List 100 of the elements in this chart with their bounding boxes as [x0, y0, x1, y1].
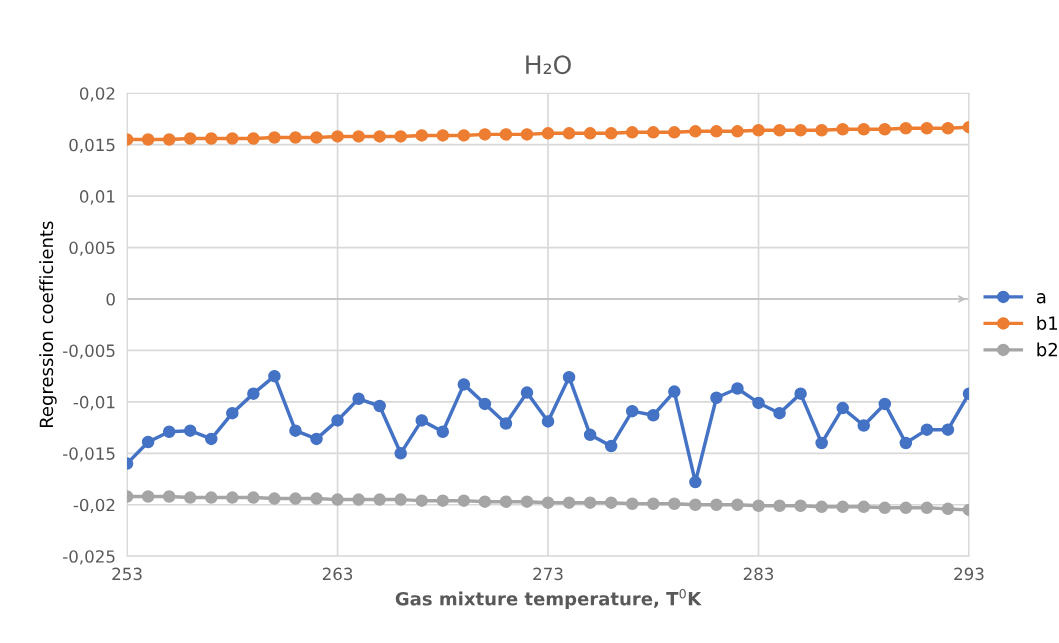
point — [773, 499, 786, 513]
point — [520, 495, 534, 508]
point — [625, 126, 639, 139]
point — [247, 387, 260, 400]
y-tick-label: -0,02 — [73, 498, 115, 514]
point — [436, 129, 450, 142]
point — [499, 128, 513, 141]
point — [689, 498, 702, 512]
point — [226, 406, 239, 420]
x-axis-title: Gas mixture temperature, T$^{0}$K — [395, 588, 702, 610]
point — [352, 493, 365, 506]
chart-title: H₂O — [526, 55, 571, 75]
point — [836, 500, 849, 514]
point — [710, 125, 723, 138]
point — [920, 121, 934, 135]
point — [562, 496, 576, 509]
point — [668, 126, 681, 139]
point — [710, 498, 723, 512]
point — [373, 399, 386, 413]
point — [562, 370, 576, 384]
x-tick-label: 263 — [322, 567, 353, 581]
point — [226, 491, 239, 504]
point — [499, 495, 513, 508]
point — [436, 494, 450, 507]
legend-label: b1 — [1037, 315, 1058, 330]
point — [415, 494, 428, 507]
y-tick-label: 0,015 — [69, 138, 115, 153]
x-tick-label: 283 — [743, 567, 774, 581]
point — [689, 125, 702, 138]
point — [415, 129, 428, 142]
y-axis-title: Regression coefficients — [39, 221, 57, 428]
point — [268, 369, 281, 383]
point — [541, 496, 555, 509]
point — [815, 436, 828, 450]
point — [499, 417, 513, 430]
point — [815, 124, 828, 137]
point — [141, 435, 155, 449]
point — [478, 397, 492, 411]
y-tick-label: -0,015 — [63, 447, 115, 462]
point — [647, 408, 660, 422]
y-tick-label: -0,005 — [63, 344, 115, 359]
point — [604, 439, 618, 453]
point — [247, 132, 260, 145]
point — [731, 125, 744, 138]
legend-label: b2 — [1037, 342, 1057, 357]
point — [183, 132, 197, 145]
point — [520, 386, 534, 399]
y-tick-label: 0,01 — [79, 190, 115, 205]
point — [941, 502, 955, 516]
point — [205, 491, 218, 504]
point — [752, 396, 765, 410]
point — [457, 494, 471, 507]
point — [625, 404, 639, 418]
point — [268, 492, 281, 505]
point — [710, 391, 723, 405]
point — [352, 130, 365, 143]
point — [647, 497, 660, 510]
point — [268, 131, 281, 144]
point — [794, 387, 807, 400]
point — [752, 124, 765, 137]
point — [352, 392, 365, 406]
point — [394, 447, 407, 460]
point — [815, 500, 828, 514]
point — [205, 132, 218, 145]
point — [141, 133, 155, 146]
point — [920, 501, 934, 515]
point — [183, 491, 197, 504]
point — [541, 127, 555, 140]
point — [289, 131, 302, 144]
point — [604, 127, 618, 140]
point — [373, 130, 386, 143]
point — [289, 424, 302, 437]
x-tick-label: 273 — [533, 567, 563, 581]
point — [836, 401, 849, 415]
point — [331, 493, 344, 506]
legend-label: a — [1036, 293, 1046, 304]
point — [941, 423, 955, 436]
point — [331, 130, 344, 143]
point — [731, 382, 744, 395]
point — [857, 500, 870, 514]
point — [457, 378, 471, 391]
point — [583, 127, 597, 140]
point — [162, 425, 176, 438]
point — [689, 475, 702, 489]
point — [941, 121, 955, 135]
point — [541, 415, 555, 428]
point — [141, 490, 155, 503]
point — [162, 133, 176, 146]
y-tick-label: 0 — [106, 292, 115, 306]
point — [836, 122, 849, 136]
point — [583, 496, 597, 509]
point — [731, 498, 744, 512]
x-tick-label: 253 — [112, 567, 142, 581]
point — [415, 414, 428, 427]
point — [583, 428, 597, 442]
point — [247, 491, 260, 504]
point — [899, 501, 913, 515]
point — [899, 121, 913, 135]
point — [394, 130, 407, 143]
point — [478, 495, 492, 508]
